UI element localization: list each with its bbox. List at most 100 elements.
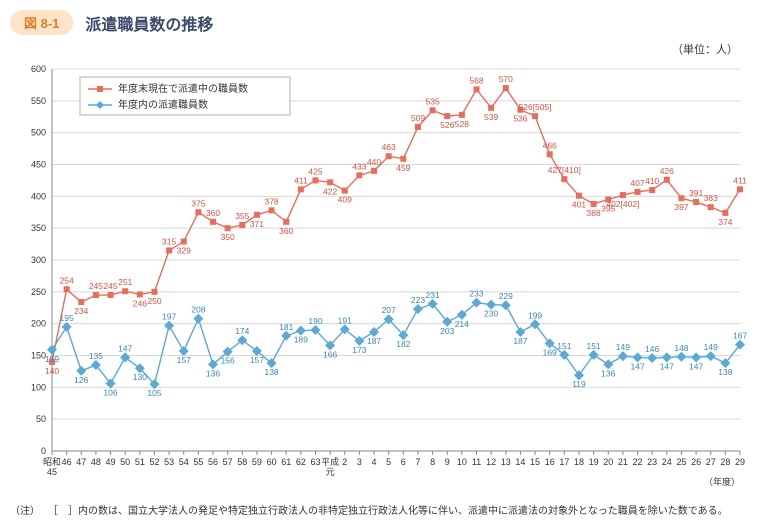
svg-text:8: 8 (430, 457, 435, 467)
svg-text:535: 535 (426, 96, 440, 106)
svg-text:15: 15 (530, 457, 540, 467)
svg-text:55: 55 (193, 457, 203, 467)
svg-text:391: 391 (689, 188, 703, 198)
svg-text:2: 2 (342, 457, 347, 467)
svg-text:105: 105 (147, 388, 161, 398)
svg-text:463: 463 (382, 142, 396, 152)
svg-text:166: 166 (323, 349, 337, 359)
svg-text:150: 150 (31, 351, 46, 361)
svg-text:157: 157 (250, 355, 264, 365)
svg-text:24: 24 (662, 457, 672, 467)
svg-text:16: 16 (545, 457, 555, 467)
svg-text:191: 191 (338, 315, 352, 325)
svg-text:49: 49 (106, 457, 116, 467)
svg-text:146: 146 (645, 344, 659, 354)
svg-text:9: 9 (445, 457, 450, 467)
svg-text:136: 136 (601, 368, 615, 378)
svg-text:100: 100 (31, 382, 46, 392)
svg-text:11: 11 (472, 457, 481, 467)
svg-text:147: 147 (630, 361, 644, 371)
svg-text:528: 528 (455, 119, 469, 129)
svg-text:450: 450 (31, 160, 46, 170)
chart-header: 図 8-1 派遣職員数の推移 (10, 10, 750, 35)
svg-text:500: 500 (31, 128, 46, 138)
figure-badge: 図 8-1 (10, 10, 73, 35)
svg-text:4: 4 (372, 457, 377, 467)
svg-text:61: 61 (281, 457, 291, 467)
svg-text:169: 169 (543, 347, 557, 357)
svg-text:378: 378 (264, 196, 278, 206)
svg-text:22: 22 (633, 457, 643, 467)
unit-label: （単位：人） (10, 41, 750, 57)
svg-text:214: 214 (455, 319, 469, 329)
svg-text:550: 550 (31, 96, 46, 106)
svg-text:466: 466 (543, 140, 557, 150)
svg-text:427[410]: 427[410] (548, 165, 581, 175)
svg-text:411: 411 (294, 175, 308, 185)
svg-text:130: 130 (133, 372, 147, 382)
svg-text:234: 234 (74, 306, 88, 316)
svg-text:251: 251 (118, 277, 132, 287)
svg-text:151: 151 (587, 341, 601, 351)
svg-text:138: 138 (264, 367, 278, 377)
svg-text:360: 360 (206, 208, 220, 218)
svg-text:425: 425 (308, 166, 322, 176)
svg-text:397: 397 (674, 202, 688, 212)
svg-text:159: 159 (45, 354, 59, 364)
svg-text:157: 157 (177, 355, 191, 365)
svg-text:13: 13 (501, 457, 511, 467)
footnote-body: ［ ］内の数は、国立大学法人の発足や特定独立行政法人の非特定独立行政法人化等に伴… (48, 505, 750, 519)
svg-text:182: 182 (396, 339, 410, 349)
svg-text:14: 14 (515, 457, 525, 467)
svg-text:58: 58 (237, 457, 247, 467)
svg-text:126: 126 (74, 375, 88, 385)
svg-text:138: 138 (718, 367, 732, 377)
footnote: （注） ［ ］内の数は、国立大学法人の発足や特定独立行政法人の非特定独立行政法人… (10, 505, 750, 519)
svg-text:63: 63 (310, 457, 320, 467)
svg-text:147: 147 (660, 361, 674, 371)
svg-text:459: 459 (396, 163, 410, 173)
svg-text:223: 223 (411, 295, 425, 305)
svg-text:360: 360 (279, 226, 293, 236)
chart-title: 派遣職員数の推移 (85, 11, 213, 35)
svg-text:245: 245 (89, 281, 103, 291)
svg-text:245: 245 (103, 281, 117, 291)
svg-text:411: 411 (733, 175, 747, 185)
svg-text:106: 106 (103, 388, 117, 398)
svg-text:62: 62 (296, 457, 306, 467)
svg-text:189: 189 (294, 335, 308, 345)
svg-text:246: 246 (133, 298, 147, 308)
svg-text:174: 174 (235, 326, 249, 336)
svg-text:21: 21 (618, 457, 628, 467)
svg-text:昭和: 昭和 (43, 457, 61, 467)
svg-text:199: 199 (528, 310, 542, 320)
svg-text:329: 329 (177, 246, 191, 256)
svg-text:147: 147 (689, 361, 703, 371)
svg-text:57: 57 (223, 457, 233, 467)
svg-text:568: 568 (469, 75, 483, 85)
svg-text:7: 7 (415, 457, 420, 467)
svg-text:570: 570 (499, 74, 513, 84)
svg-text:254: 254 (60, 275, 74, 285)
svg-text:0: 0 (41, 446, 46, 456)
svg-text:12: 12 (486, 457, 496, 467)
footnote-label: （注） (10, 505, 40, 519)
svg-text:536: 536 (513, 114, 527, 124)
svg-text:47: 47 (76, 457, 86, 467)
svg-text:149: 149 (616, 342, 630, 352)
svg-text:元: 元 (326, 467, 335, 477)
svg-text:195: 195 (60, 313, 74, 323)
svg-text:18: 18 (574, 457, 584, 467)
svg-text:年度内の派遣職員数: 年度内の派遣職員数 (118, 98, 208, 111)
svg-text:422: 422 (323, 186, 337, 196)
svg-text:148: 148 (674, 343, 688, 353)
svg-text:400: 400 (31, 191, 46, 201)
svg-text:350: 350 (221, 232, 235, 242)
svg-text:51: 51 (135, 457, 145, 467)
svg-text:426: 426 (660, 166, 674, 176)
chart-area: 050100150200250300350400450500550600昭和45… (10, 59, 750, 499)
svg-text:6: 6 (401, 457, 406, 467)
svg-text:230: 230 (484, 309, 498, 319)
svg-text:26: 26 (691, 457, 701, 467)
svg-text:407: 407 (630, 178, 644, 188)
